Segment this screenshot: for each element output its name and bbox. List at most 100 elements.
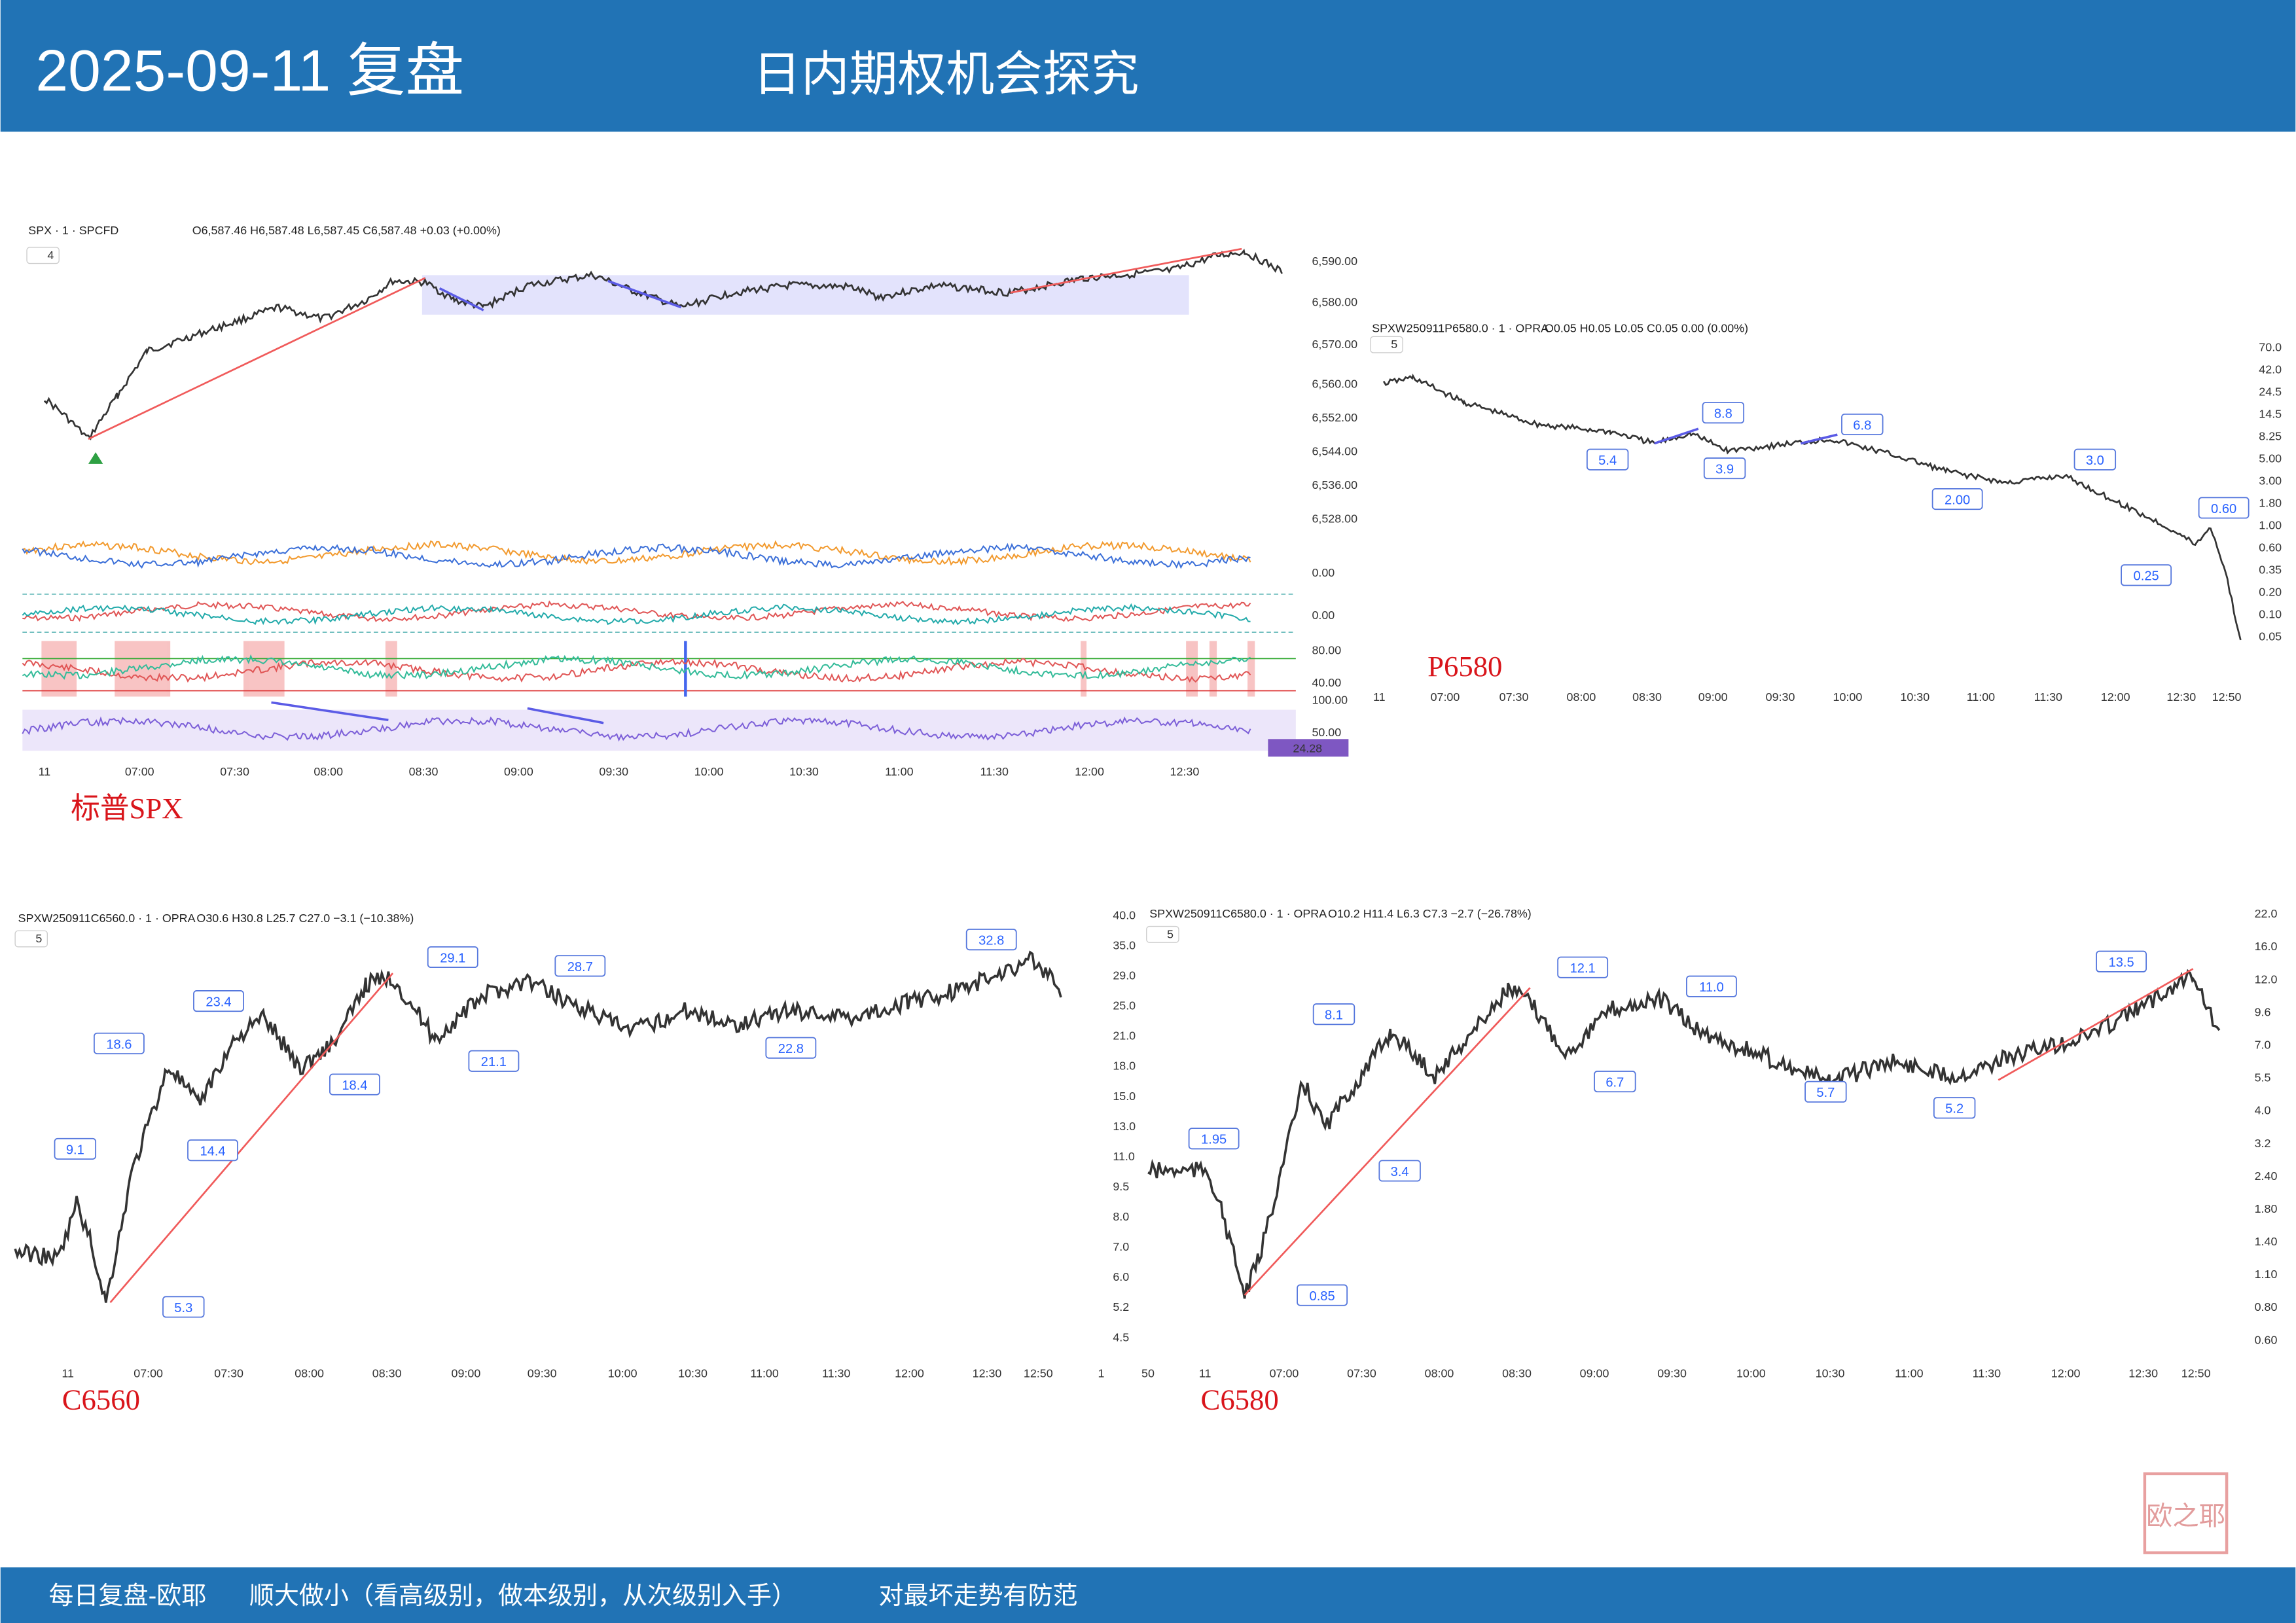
y-tick-label: 7.0: [2255, 1038, 2271, 1051]
trend-arrow: [1010, 247, 1242, 294]
y-tick-label: 6,544.00: [1312, 444, 1357, 457]
x-tick-label: 09:00: [1580, 1366, 1609, 1380]
ohlc: O30.6 H30.8 L25.7 C27.0 −3.1 (−10.38%): [196, 912, 414, 925]
x-tick-label: 08:30: [1632, 690, 1662, 704]
caption: 标普SPX: [71, 792, 183, 825]
x-tick-label: 50: [1141, 1366, 1155, 1380]
callout-box: [765, 1037, 817, 1059]
x-tick-label: 07:00: [1431, 690, 1460, 704]
callout-box: [554, 955, 606, 977]
x-tick-label: 11:30: [822, 1366, 850, 1380]
y-tick-label: 1.80: [2259, 497, 2282, 510]
y-tick-label: 16.0: [2255, 940, 2278, 953]
x-tick-label: 11: [39, 765, 51, 778]
ohlc: O0.05 H0.05 L0.05 C0.05 0.00 (0.00%): [1545, 322, 1748, 335]
x-tick-label: 10:30: [789, 765, 819, 778]
x-tick-label: 12:50: [2181, 1366, 2211, 1380]
price-trace: [43, 249, 1283, 441]
x-tick-label: 09:00: [1698, 690, 1728, 704]
x-tick-label: 11:00: [1967, 690, 1995, 704]
x-tick-label: 10:30: [1900, 690, 1929, 704]
range-box: [422, 275, 1189, 315]
trend-arrow: [607, 279, 682, 309]
y-tick-label: 7.0: [1113, 1240, 1129, 1253]
callout-box: [965, 929, 1017, 951]
y-tick-label: 4.0: [2255, 1104, 2271, 1117]
callout: 14.4: [200, 1145, 225, 1159]
y-tick-label: 0.60: [2255, 1333, 2278, 1346]
callout-box: [94, 1032, 145, 1054]
trend-arrow: [109, 972, 394, 1304]
x-tick-label: 09:00: [452, 1366, 481, 1380]
callout-box: [1804, 1080, 1847, 1103]
indicator-trace: [22, 654, 1251, 680]
y-tick-label: 40.0: [1113, 908, 1136, 921]
y-tick-label: 12.0: [2255, 972, 2278, 986]
y-tick-label: 6,528.00: [1312, 512, 1357, 525]
callout: 0.85: [1310, 1289, 1335, 1304]
callout-box: [1686, 975, 1737, 997]
callout-box: [1378, 1160, 1421, 1182]
x-tick-label: 12:00: [2101, 690, 2130, 704]
x-tick-label: 11: [1199, 1366, 1211, 1380]
y-tick-label: 1.00: [2259, 519, 2282, 532]
buy-marker: [88, 452, 103, 464]
x-tick-label: 09:30: [528, 1366, 557, 1380]
x-tick-label: 12:00: [895, 1366, 924, 1380]
callout-box: [187, 1139, 238, 1162]
x-tick-label: 10:00: [608, 1366, 637, 1380]
callout: 1.95: [1201, 1133, 1227, 1147]
callout-box: [329, 1073, 380, 1096]
indicator-trace: [22, 540, 1251, 566]
price-trace: [1382, 373, 2242, 641]
y-tick-label: 2.40: [2255, 1169, 2278, 1183]
trend-arrow: [1244, 987, 1531, 1296]
callout-box: [427, 946, 478, 969]
x-tick-label: 12:30: [1170, 765, 1200, 778]
signal-zones: [41, 641, 1255, 697]
caption: P6580: [1427, 650, 1502, 683]
y-tick-label: 0.05: [2259, 630, 2282, 643]
symbol: SPXW250911P6580.0 · 1 · OPRA: [1372, 322, 1549, 335]
callout: 8.8: [1714, 406, 1732, 421]
y-tick-label: 8.25: [2259, 430, 2282, 443]
y-tick-label: 3.2: [2255, 1137, 2271, 1150]
interval-box: [1370, 336, 1403, 353]
x-tick-label: 08:00: [1567, 690, 1596, 704]
callout-box: [1188, 1128, 1240, 1150]
footer-left: 每日复盘-欧耶: [49, 1582, 207, 1610]
trend-arrow: [1800, 433, 1838, 445]
x-tick-label: 10:00: [1833, 690, 1863, 704]
y-tick-label: 29.0: [1113, 969, 1136, 982]
y-tick-label: 0.10: [2259, 608, 2282, 621]
x-tick-label: 11:00: [885, 765, 913, 778]
x-tick-label: 10:00: [694, 765, 724, 778]
indicator-trace: [22, 543, 1251, 569]
callout-box: [193, 990, 244, 1012]
symbol: SPXW250911C6560.0 · 1 · OPRA: [18, 912, 196, 925]
interval: 5: [35, 932, 42, 945]
rsi-band: [22, 709, 1296, 751]
callout-box: [1703, 457, 1746, 480]
rsi-value: 24.28: [1293, 741, 1322, 755]
callout: 3.4: [1391, 1165, 1409, 1179]
y-tick-label: 6,536.00: [1312, 478, 1357, 491]
y-tick-label: 6,570.00: [1312, 338, 1357, 351]
interval-box: [1146, 925, 1179, 943]
price-trace: [14, 950, 1062, 1303]
trend-arrow: [1998, 968, 2194, 1081]
callout: 18.6: [106, 1037, 132, 1052]
caption: C6580: [1201, 1383, 1279, 1416]
y-tick-label: 0.35: [2259, 563, 2282, 577]
callout: 3.9: [1715, 462, 1734, 476]
header-band: [0, 0, 2296, 132]
y-tick-label: 70.0: [2259, 341, 2282, 354]
callout: 5.4: [1598, 454, 1617, 468]
y-tick-label: 21.0: [1113, 1029, 1136, 1043]
x-tick-label: 08:00: [314, 765, 343, 778]
indicator-tick-label: 50.00: [1312, 726, 1341, 739]
header-date: 2025-09-11 复盘: [35, 38, 464, 103]
x-tick-label: 09:00: [504, 765, 533, 778]
y-tick-label: 6,580.00: [1312, 295, 1357, 308]
y-tick-label: 42.0: [2259, 363, 2282, 376]
